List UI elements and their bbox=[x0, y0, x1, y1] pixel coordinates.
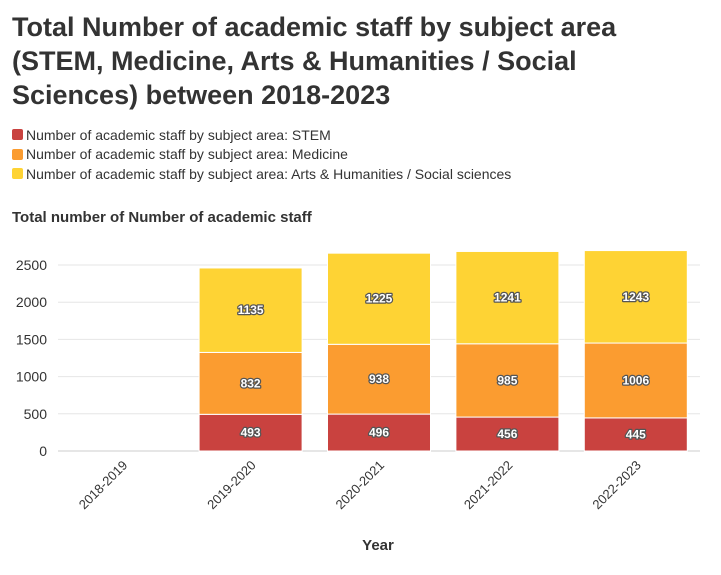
chart-subtitle: Total number of Number of academic staff bbox=[12, 209, 312, 226]
bars bbox=[198, 250, 688, 452]
y-tick-label: 1000 bbox=[16, 369, 47, 385]
y-tick-label: 2500 bbox=[16, 257, 47, 273]
bar-segment-medicine[interactable] bbox=[198, 351, 303, 415]
x-axis-label: Year bbox=[362, 537, 394, 554]
bar-segment-arts[interactable] bbox=[327, 252, 431, 345]
data-label-stem: 445 bbox=[626, 427, 646, 441]
legend-swatch-arts bbox=[12, 168, 23, 180]
bar-segment-stem[interactable] bbox=[198, 413, 303, 452]
data-label-stem: 493 bbox=[241, 426, 261, 440]
x-tick-label: 2019-2020 bbox=[204, 458, 259, 513]
legend-label-stem: Number of academic staff by subject area… bbox=[26, 126, 331, 143]
legend-item-stem[interactable]: Number of academic staff by subject area… bbox=[12, 125, 511, 145]
y-tick-label: 0 bbox=[39, 443, 47, 459]
data-label-medicine: 832 bbox=[241, 376, 261, 390]
y-tick-label: 2000 bbox=[16, 294, 47, 310]
y-tick-label: 500 bbox=[24, 406, 48, 422]
y-tick-label: 1500 bbox=[16, 331, 47, 347]
data-label-arts: 1241 bbox=[494, 291, 521, 305]
legend-swatch-stem bbox=[12, 129, 23, 141]
legend-label-arts: Number of academic staff by subject area… bbox=[26, 165, 512, 182]
data-label-medicine: 1006 bbox=[622, 373, 649, 387]
chart-main-title: Total Number of academic staff by subjec… bbox=[12, 12, 617, 110]
x-tick-label: 2022-2023 bbox=[589, 458, 644, 513]
bar-segment-stem[interactable] bbox=[327, 413, 431, 452]
bar-segment-medicine[interactable] bbox=[583, 342, 688, 419]
legend-label-medicine: Number of academic staff by subject area… bbox=[26, 146, 348, 163]
y-axis-ticks: 0 500 1000 1500 2000 2500 bbox=[16, 257, 47, 459]
data-label-arts: 1225 bbox=[366, 292, 393, 306]
bar-segment-medicine[interactable] bbox=[455, 343, 560, 418]
data-label-stem: 456 bbox=[497, 427, 517, 441]
bar-segment-stem[interactable] bbox=[583, 417, 688, 452]
x-tick-label: 2020-2021 bbox=[333, 458, 388, 513]
bar-segment-arts[interactable] bbox=[583, 250, 688, 344]
data-label-medicine: 938 bbox=[369, 372, 389, 386]
data-label-arts: 1243 bbox=[622, 290, 649, 304]
legend-item-medicine[interactable]: Number of academic staff by subject area… bbox=[12, 145, 511, 165]
legend-item-arts[interactable]: Number of academic staff by subject area… bbox=[12, 164, 511, 184]
data-label-arts: 1135 bbox=[238, 303, 264, 317]
bar-segment-stem[interactable] bbox=[455, 416, 560, 452]
bar-segment-arts[interactable] bbox=[455, 250, 560, 345]
data-label-stem: 496 bbox=[369, 426, 389, 440]
x-tick-label: 2018-2019 bbox=[76, 458, 131, 513]
data-labels: 493 832 1135 496 938 1225 456 985 1241 445 1006 124… bbox=[236, 289, 650, 443]
data-label-medicine: 985 bbox=[497, 373, 517, 387]
x-axis-ticks: 2018-2019 2019-2020 2020-2021 2021-2022 2022… bbox=[76, 458, 644, 513]
bar-segment-arts[interactable] bbox=[198, 267, 303, 353]
x-tick-label: 2021-2022 bbox=[461, 458, 516, 513]
legend: Number of academic staff by subject area… bbox=[12, 125, 511, 184]
legend-swatch-medicine bbox=[12, 148, 23, 160]
bar-segment-medicine[interactable] bbox=[327, 343, 431, 415]
